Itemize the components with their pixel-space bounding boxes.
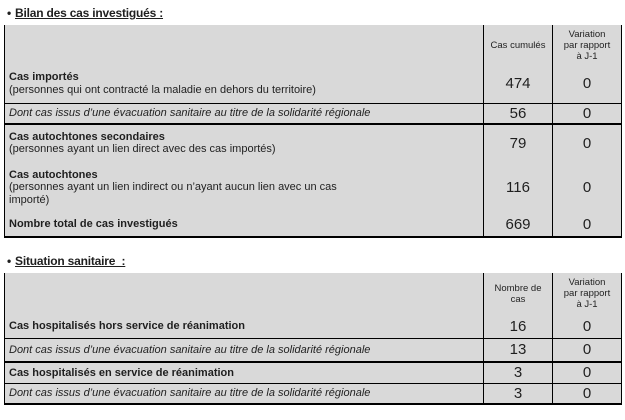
- table-row-dont-evasan: Dont cas issus d’une évacuation sanitair…: [4, 338, 622, 363]
- row-value: 474: [483, 65, 553, 104]
- row-label-cell: Cas hospitalisés en service de réanimati…: [4, 361, 484, 384]
- row-label-cell: Cas autochtones secondaires (personnes a…: [5, 124, 484, 162]
- row-label-cell: Dont cas issus d’une évacuation sanitair…: [4, 383, 484, 405]
- section-heading-text: Situation sanitaire :: [15, 253, 126, 268]
- row-label: Cas autochtones secondaires: [9, 130, 165, 143]
- table-header-row: Cas cumulés Variation par rapport à J-1: [5, 25, 622, 65]
- row-sublabel: (personnes ayant un lien direct avec des…: [9, 143, 276, 155]
- row-label: Cas importés: [9, 71, 79, 84]
- document-page: • Bilan des cas investigués : Cas cumulés…: [0, 6, 625, 420]
- header-empty-cell: [5, 273, 484, 315]
- row-value: 116: [483, 161, 553, 214]
- row-label-cell: Dont cas issus d’une évacuation sanitair…: [4, 103, 484, 125]
- row-value: 16: [483, 314, 553, 339]
- row-label-cell: Cas hospitalisés hors service de réanima…: [4, 314, 484, 339]
- table-row-hospitalises-hors-rea: Cas hospitalisés hors service de réanima…: [4, 314, 622, 339]
- column-header-variation: Variation par rapport à J-1: [552, 272, 622, 315]
- column-header-cas-cumules: Cas cumulés: [483, 25, 553, 65]
- row-label: Nombre total de cas investigués: [9, 218, 178, 231]
- row-value: 56: [483, 103, 553, 125]
- section-heading-bilan: • Bilan des cas investigués :: [7, 6, 625, 20]
- row-label: Dont cas issus d’une évacuation sanitair…: [9, 106, 371, 119]
- bullet-icon: •: [7, 253, 12, 268]
- row-label: Cas hospitalisés en service de réanimati…: [9, 366, 234, 379]
- row-label-cell: Cas autochtones (personnes ayant un lien…: [5, 162, 484, 214]
- row-label: Cas hospitalisés hors service de réanima…: [9, 320, 245, 332]
- bilan-cas-table: Cas cumulés Variation par rapport à J-1 …: [4, 25, 622, 238]
- row-label: Dont cas issus d’une évacuation sanitair…: [9, 387, 371, 400]
- row-variation: 0: [552, 103, 622, 125]
- row-label-cell: Dont cas issus d’une évacuation sanitair…: [4, 338, 484, 363]
- table-row-autochtones-secondaires: Cas autochtones secondaires (personnes a…: [5, 123, 622, 162]
- row-label: Cas autochtones: [9, 168, 98, 181]
- row-variation: 0: [552, 123, 622, 162]
- row-variation: 0: [552, 213, 622, 238]
- header-empty-cell: [5, 25, 484, 65]
- row-variation: 0: [552, 161, 622, 214]
- row-value: 3: [483, 383, 553, 405]
- table-row-dont-evasan: Dont cas issus d’une évacuation sanitair…: [4, 103, 622, 125]
- table-header-row: Nombre de cas Variation par rapport à J-…: [5, 272, 622, 315]
- table-row-total: Nombre total de cas investigués 669 0: [4, 213, 622, 238]
- row-sublabel: (personnes ayant un lien indirect ou n’a…: [9, 181, 337, 206]
- section-heading-text: Bilan des cas investigués :: [15, 6, 164, 20]
- row-variation: 0: [552, 338, 622, 363]
- row-label-cell: Cas importés (personnes qui ont contract…: [4, 65, 484, 104]
- column-header-nombre-de-cas: Nombre de cas: [483, 272, 553, 315]
- table-row-dont-evasan: Dont cas issus d’une évacuation sanitair…: [4, 383, 622, 405]
- column-header-variation: Variation par rapport à J-1: [552, 25, 622, 65]
- row-value: 13: [483, 338, 553, 363]
- table-row-autochtones: Cas autochtones (personnes ayant un lien…: [5, 161, 622, 214]
- row-variation: 0: [552, 361, 622, 384]
- row-value: 79: [483, 123, 553, 162]
- row-variation: 0: [552, 65, 622, 104]
- row-value: 3: [483, 361, 553, 384]
- row-variation: 0: [552, 383, 622, 405]
- row-sublabel: (personnes qui ont contracté la maladie …: [9, 83, 316, 96]
- situation-sanitaire-table: Nombre de cas Variation par rapport à J-…: [4, 272, 622, 405]
- row-label-cell: Nombre total de cas investigués: [4, 213, 484, 238]
- row-variation: 0: [552, 314, 622, 339]
- section-heading-situation: • Situation sanitaire :: [7, 254, 625, 268]
- table-row-hospitalises-rea: Cas hospitalisés en service de réanimati…: [4, 361, 622, 384]
- row-value: 669: [483, 213, 553, 238]
- bullet-icon: •: [7, 6, 12, 20]
- row-label: Dont cas issus d’une évacuation sanitair…: [9, 343, 371, 356]
- table-row-cas-importes: Cas importés (personnes qui ont contract…: [4, 65, 622, 104]
